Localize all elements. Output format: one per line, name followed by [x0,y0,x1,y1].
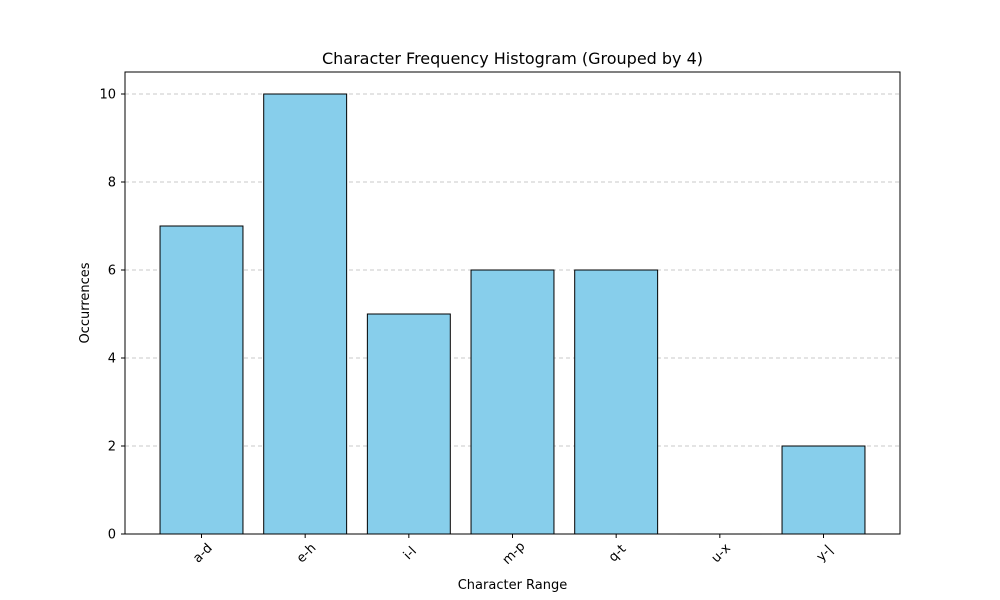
chart-title: Character Frequency Histogram (Grouped b… [322,49,703,68]
y-axis-label: Occurrences [78,262,93,343]
bar-q-t [574,269,659,535]
bar-a-d [159,225,244,535]
y-tick-label: 10 [99,88,116,103]
bar-y-| [781,445,866,535]
bars [159,93,866,535]
bar-m-p [470,269,555,535]
y-axis-ticks: 0 2 4 6 8 10 [99,88,125,543]
y-tick-label: 4 [108,352,116,367]
y-tick-label: 2 [108,440,116,455]
bar-i-l [366,313,451,535]
bar-e-h [263,93,348,535]
y-tick-label: 6 [108,264,116,279]
y-tick-label: 0 [108,528,116,543]
x-axis-label: Character Range [458,578,568,593]
y-tick-label: 8 [108,176,116,191]
